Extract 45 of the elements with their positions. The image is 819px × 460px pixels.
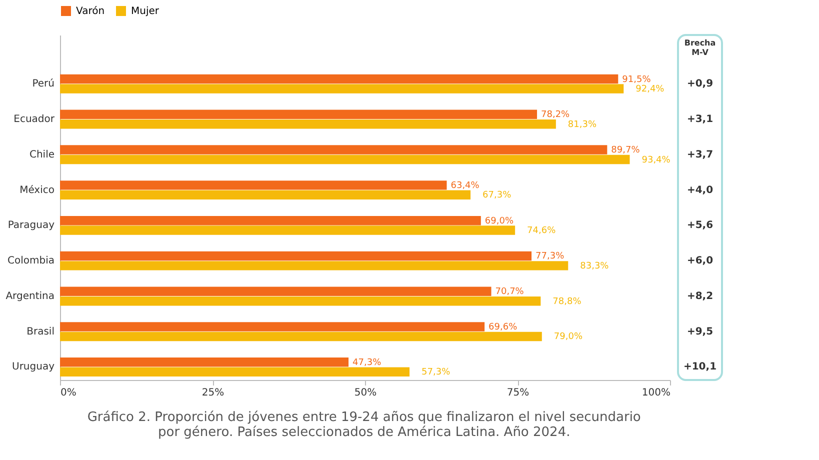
- y-tick-label: Brasil: [26, 326, 54, 338]
- data-label: 63,4%: [450, 180, 480, 191]
- data-label: 93,4%: [642, 155, 671, 166]
- y-tick-label: Paraguay: [8, 220, 55, 232]
- data-label: 57,3%: [422, 368, 451, 378]
- data-label: 47,3%: [352, 358, 382, 368]
- data-label: 92,4%: [636, 84, 665, 95]
- y-tick-label: Uruguay: [12, 362, 55, 373]
- text: +10,1: [683, 362, 717, 373]
- data-label: 83,3%: [580, 261, 610, 272]
- data-label: 77,3%: [536, 252, 565, 262]
- data-label: 78,8%: [552, 296, 582, 307]
- y-tick-label: Chile: [29, 149, 54, 160]
- x-tick-label: 50%: [354, 388, 377, 398]
- text: +3,7: [686, 149, 714, 160]
- y-tick-label: Perú: [32, 78, 54, 90]
- text: Gráfico 2. Proporción de jóvenes entre 19-24 años que finalizaron el nivel secundario por género. Países seleccionados de América Latina. Año 2024.: [87, 410, 641, 440]
- data-label: 74,6%: [527, 226, 556, 236]
- x-tick-label: 0%: [60, 388, 76, 398]
- text: +5,6: [686, 220, 714, 232]
- data-label: 89,7%: [611, 146, 640, 156]
- data-label: 91,5%: [622, 74, 652, 85]
- y-tick-label: Colombia: [8, 256, 54, 267]
- x-tick-label: 100%: [642, 388, 670, 398]
- text: +0,9: [686, 78, 714, 90]
- y-tick-label: Ecuador: [14, 114, 56, 126]
- text: +6,0: [686, 256, 714, 267]
- data-label: 79,0%: [554, 332, 583, 342]
- x-tick-label: 25%: [202, 388, 224, 398]
- y-tick-label: Argentina: [6, 290, 54, 302]
- legend-label: Varón: [76, 6, 105, 17]
- text: +3,1: [686, 114, 714, 126]
- data-label: 69,6%: [488, 322, 518, 332]
- x-tick-label: 75%: [506, 388, 530, 398]
- legend-label: Mujer: [131, 6, 160, 17]
- data-label: 81,3%: [568, 120, 597, 130]
- y-tick-label: México: [20, 184, 54, 196]
- data-label: 67,3%: [482, 190, 512, 201]
- text: +4,0: [686, 184, 714, 196]
- text: +9,5: [686, 326, 714, 338]
- text: +8,2: [686, 290, 714, 302]
- text: Brecha M-V: [684, 38, 716, 58]
- data-label: 69,0%: [484, 216, 514, 226]
- data-label: 78,2%: [541, 110, 570, 120]
- data-label: 70,7%: [495, 287, 524, 298]
